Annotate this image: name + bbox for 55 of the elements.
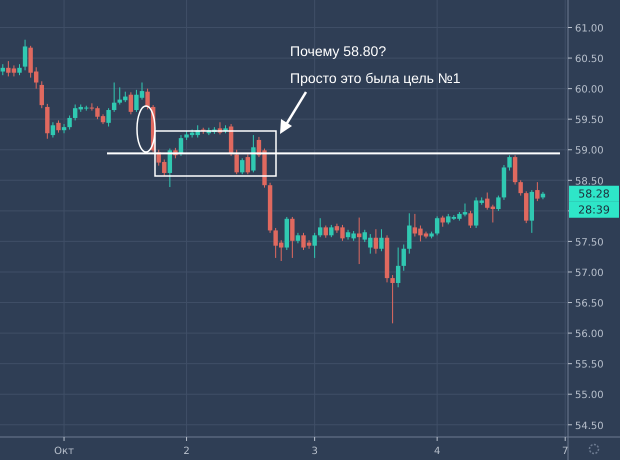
x-tick-label: 2 bbox=[183, 446, 190, 457]
candlestick bbox=[50, 122, 56, 138]
candlestick bbox=[379, 228, 384, 252]
text: 28:39 bbox=[578, 204, 610, 217]
candlestick bbox=[407, 212, 412, 254]
annotation: Почему 58.80? bbox=[290, 43, 386, 59]
candlestick bbox=[396, 247, 400, 288]
x-tick-label: 7 bbox=[562, 446, 568, 457]
y-tick-label: 60.50 bbox=[575, 54, 604, 66]
candlestick bbox=[434, 216, 440, 236]
candlestick bbox=[40, 80, 44, 109]
candlestick bbox=[324, 225, 328, 238]
candlestick bbox=[296, 232, 300, 244]
y-tick-label: 55.00 bbox=[575, 390, 604, 402]
candlestick bbox=[374, 228, 378, 254]
y-tick-label: 55.50 bbox=[575, 360, 604, 371]
x-tick-label: 4 bbox=[434, 446, 440, 457]
candlestick bbox=[251, 134, 256, 173]
candlestick bbox=[290, 216, 295, 258]
text: 58.28 bbox=[578, 188, 610, 201]
candlestick bbox=[246, 154, 250, 175]
y-tick-label: 60.00 bbox=[575, 84, 604, 96]
candlestick bbox=[356, 217, 362, 265]
candlestick bbox=[145, 88, 150, 110]
y-tick-label: 57.00 bbox=[575, 268, 604, 279]
y-tick-label: 58.50 bbox=[575, 176, 604, 188]
candlestick bbox=[440, 215, 445, 228]
x-tick-label: Окт bbox=[54, 446, 74, 457]
candlestick bbox=[507, 154, 512, 172]
y-tick-label: 59.50 bbox=[575, 115, 604, 126]
annotation: Просто это была цель №1 bbox=[290, 70, 461, 86]
candlestick bbox=[318, 218, 322, 238]
candlestick bbox=[67, 115, 72, 130]
candlestick bbox=[329, 224, 334, 238]
candlestick bbox=[168, 148, 172, 188]
candlestick bbox=[402, 244, 406, 272]
candlestick bbox=[0, 64, 5, 76]
candlestick bbox=[496, 195, 501, 212]
y-tick-label: 56.50 bbox=[575, 298, 604, 310]
y-tick-label: 56.00 bbox=[575, 329, 604, 340]
y-tick-label: 59.00 bbox=[575, 146, 604, 157]
y-tick-label: 54.50 bbox=[575, 420, 604, 432]
candlestick bbox=[535, 182, 540, 202]
candlestick bbox=[518, 180, 523, 196]
candlestick bbox=[234, 149, 239, 175]
candlestick bbox=[240, 158, 244, 175]
y-tick-label: 57.50 bbox=[575, 237, 604, 248]
candlestick bbox=[22, 39, 28, 71]
candlestick bbox=[312, 232, 317, 258]
candlestick bbox=[106, 108, 111, 128]
x-tick-label: 3 bbox=[311, 446, 318, 457]
candlestick bbox=[112, 82, 116, 112]
y-tick-label: 61.00 bbox=[575, 24, 604, 35]
candlestick bbox=[128, 92, 134, 115]
candlestick bbox=[390, 274, 395, 324]
